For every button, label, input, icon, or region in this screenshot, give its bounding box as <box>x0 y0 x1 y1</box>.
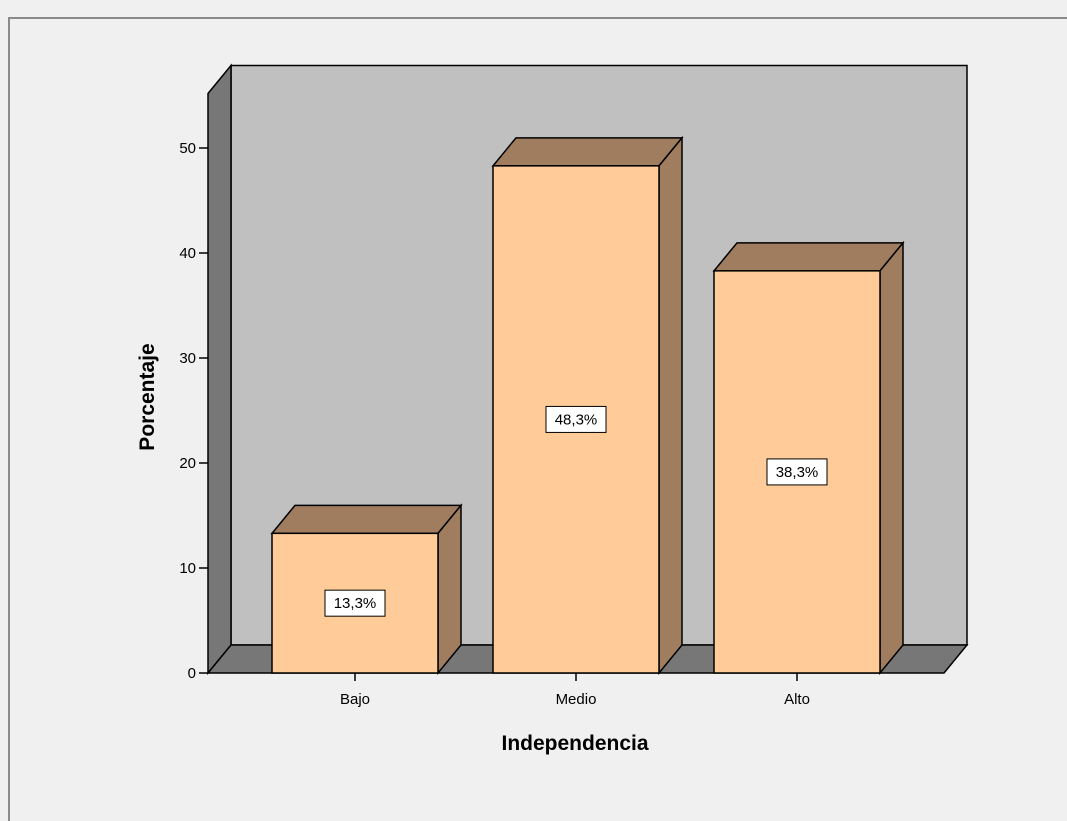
bar: 38,3% <box>712 240 905 676</box>
y-tick-label: 0 <box>188 665 196 682</box>
bars-group: 13,3% 48,3% 38,3% <box>270 135 905 676</box>
side-wall <box>207 63 232 676</box>
x-tick-label: Bajo <box>340 691 370 708</box>
bar-side-face <box>658 135 683 676</box>
y-tick-label: 30 <box>179 350 196 367</box>
bar-side-face <box>879 240 904 676</box>
data-label: 48,3% <box>555 411 598 428</box>
y-tick-label: 10 <box>179 560 196 577</box>
y-tick-label: 50 <box>179 140 196 157</box>
bar-side-face <box>437 503 462 676</box>
x-axis-title: Independencia <box>501 732 648 755</box>
y-axis: 0 10 20 30 40 50 <box>179 140 208 682</box>
data-label: 13,3% <box>334 595 377 612</box>
data-label-box <box>545 405 607 433</box>
bar-top-face <box>491 137 684 167</box>
bar-top-face <box>270 504 463 535</box>
bar: 48,3% <box>491 135 684 676</box>
x-tick-label: Alto <box>784 691 810 708</box>
y-tick-label: 20 <box>179 455 196 472</box>
x-tick-label: Medio <box>556 691 597 708</box>
bar-top-face <box>712 242 905 272</box>
y-axis-title: Porcentaje <box>136 343 159 450</box>
bar: 13,3% <box>270 503 463 676</box>
data-label-box <box>766 458 828 486</box>
data-label-box <box>324 589 386 617</box>
y-tick-label: 40 <box>179 245 196 262</box>
data-label: 38,3% <box>776 464 819 481</box>
x-axis: Bajo Medio Alto <box>340 673 810 708</box>
